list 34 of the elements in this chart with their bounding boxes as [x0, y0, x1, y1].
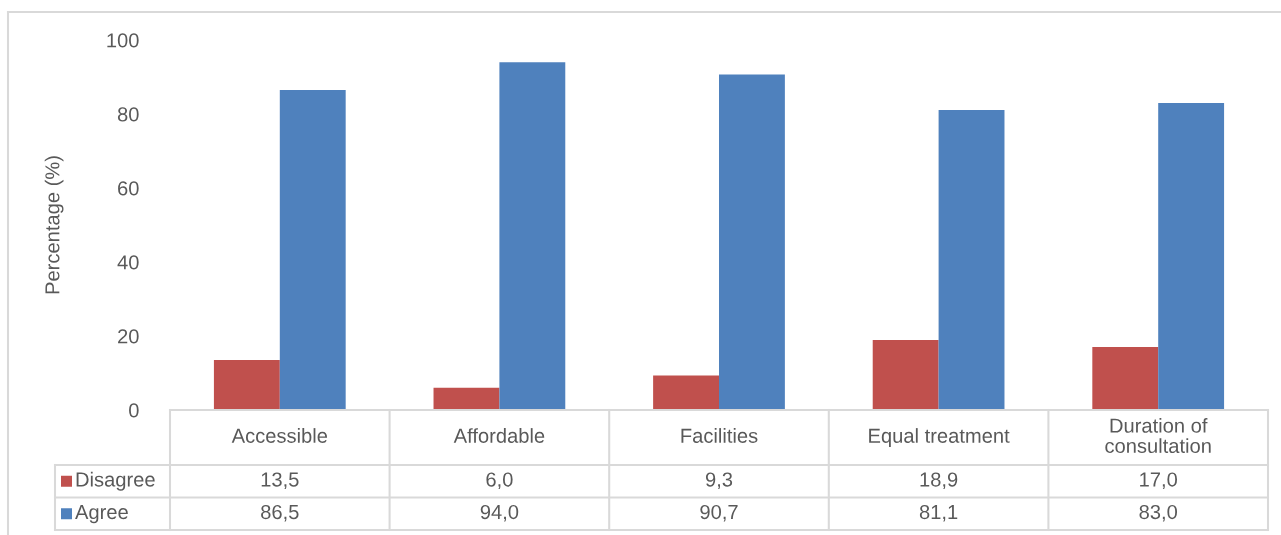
x-tick-label: Affordable: [453, 428, 545, 443]
bar: [719, 74, 785, 410]
y-tick-label: 80: [117, 107, 139, 122]
bar: [1158, 102, 1225, 410]
y-tick-label: 20: [118, 329, 139, 344]
x-tick-label: Accessible: [231, 428, 328, 443]
x-tick-label: Equal treatment: [869, 428, 1010, 447]
data-label: 83,0: [1139, 504, 1178, 522]
bar: [213, 360, 280, 410]
legend-label: Disagree: [76, 471, 155, 491]
data-label: 90,7: [700, 504, 738, 522]
legend-label: Agree: [75, 505, 128, 524]
data-label: 18,9: [920, 472, 958, 490]
bar: [1092, 347, 1159, 410]
data-label: 9,3: [705, 472, 733, 490]
y-tick-label: 60: [118, 181, 139, 196]
bar: [433, 387, 500, 410]
bar: [653, 375, 719, 410]
bar: [499, 62, 566, 410]
x-tick-label: Facilities: [681, 428, 758, 443]
y-tick-label: 100: [107, 33, 139, 48]
y-tick-label: 40: [117, 255, 139, 270]
data-label: 94,0: [480, 504, 519, 522]
bar: [279, 89, 346, 410]
x-tick-label: Duration of consultation: [1105, 418, 1211, 454]
bar: [872, 340, 939, 410]
data-label: 17,0: [1140, 472, 1178, 490]
data-label: 6,0: [486, 472, 513, 490]
data-label: 13,5: [261, 472, 299, 490]
bar: [938, 109, 1005, 410]
data-label: 86,5: [261, 504, 299, 522]
data-label: 81,1: [919, 504, 958, 522]
y-axis-title: Percentage (%): [44, 156, 64, 294]
y-tick-label: 0: [129, 403, 139, 418]
